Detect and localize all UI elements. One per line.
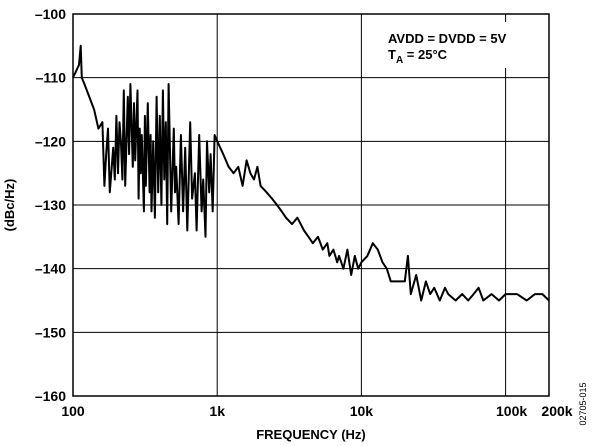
- data-series-group: [72, 44, 550, 302]
- y-tick-label-2: –120: [35, 133, 66, 149]
- x-tick-label-4: 200k: [541, 403, 572, 419]
- y-tick-label-1: –110: [36, 70, 67, 86]
- plot-frame: [72, 13, 550, 397]
- y-tick-label-3: –130: [35, 197, 66, 213]
- x-tick-labels: 100 1k 10k 100k 200k: [61, 403, 572, 419]
- annotation-temp-subscript: A: [396, 55, 403, 66]
- x-axis-label: FREQUENCY (Hz): [256, 427, 366, 442]
- y-tick-label-5: –150: [35, 324, 66, 340]
- x-tick-label-0: 100: [61, 403, 85, 419]
- y-tick-label-6: –160: [35, 388, 66, 404]
- figure-code: 02705-015: [578, 382, 588, 425]
- series-line-0: [72, 44, 550, 302]
- annotation-temp-value: = 25°C: [403, 47, 447, 62]
- x-tick-label-1: 1k: [209, 403, 225, 419]
- x-tick-label-2: 10k: [350, 403, 374, 419]
- y-axis-label: (dBc/Hz): [2, 179, 17, 232]
- y-tick-label-4: –140: [35, 261, 66, 277]
- annotation-temperature: TA = 25°C: [388, 47, 448, 66]
- x-tick-label-3: 100k: [496, 403, 527, 419]
- annotation-temp-symbol: T: [388, 47, 396, 62]
- annotation-supply: AVDD = DVDD = 5V: [388, 31, 507, 46]
- y-tick-labels: –100 –110 –120 –130 –140 –150 –160: [35, 6, 66, 404]
- y-tick-label-0: –100: [35, 6, 66, 22]
- annotation-background: [384, 22, 544, 68]
